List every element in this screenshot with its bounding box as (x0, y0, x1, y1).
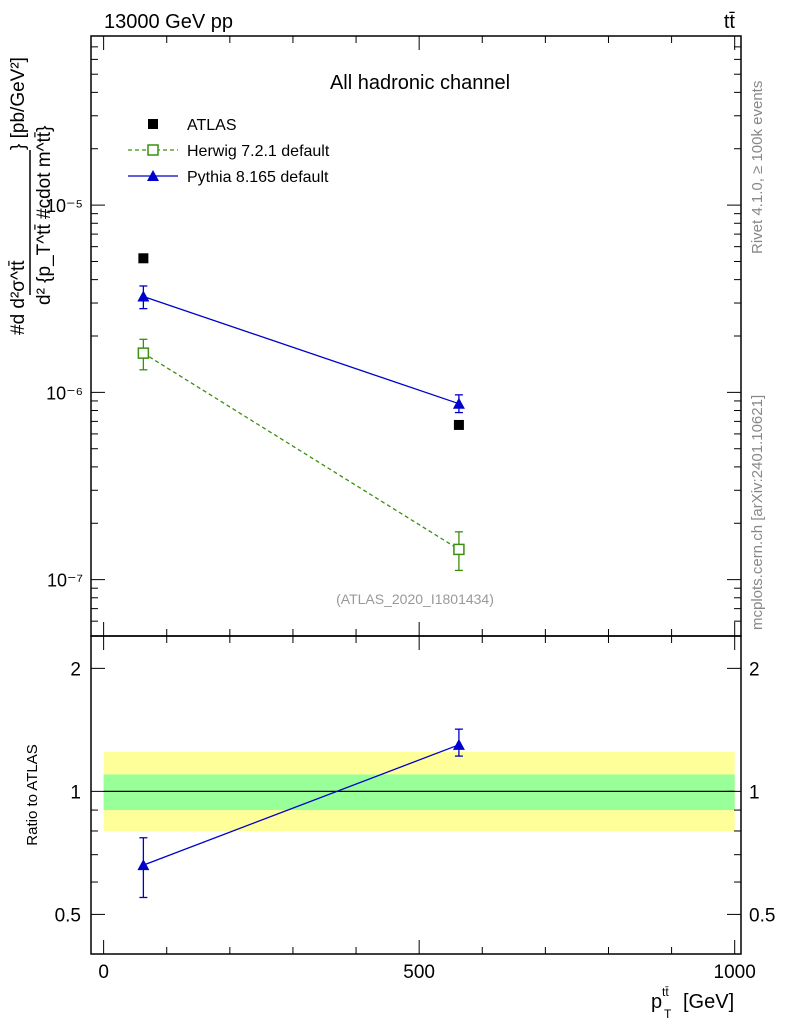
ratio-data-point-pythia (137, 859, 150, 871)
main-data-layer (137, 253, 465, 572)
ratio-plot-frame (90, 635, 742, 955)
y-label-numerator: #d d²σ^tt̄ (8, 260, 29, 335)
legend-pythia-label: Pythia 8.165 default (187, 169, 329, 186)
rivet-label: Rivet 4.1.0, ≥ 100k events (749, 81, 766, 254)
x-tick-label: 0 (98, 962, 109, 983)
y-tick-label: 10⁻⁶ (46, 383, 83, 403)
ratio-y-tick-label-left: 1 (70, 782, 81, 803)
ratio-y-tick-label-right: 0.5 (749, 905, 775, 926)
legend-pythia-marker (147, 170, 159, 181)
legend-herwig-label: Herwig 7.2.1 default (187, 143, 330, 160)
x-tick-label: 500 (403, 962, 435, 983)
data-point-atlas (138, 253, 149, 264)
x-label-sub: T (664, 1007, 672, 1021)
series-line-pythia (143, 295, 460, 405)
data-point-herwig (137, 347, 150, 359)
legend: ATLAS Herwig 7.2.1 default Pythia 8.165 … (128, 117, 330, 186)
green-band (103, 774, 735, 811)
ratio-y-axis-label: Ratio to ATLAS (24, 744, 41, 845)
x-axis-label: p tt̄ T [GeV] (651, 985, 734, 1021)
ratio-bands (103, 751, 735, 831)
ratio-data-point-pythia (452, 738, 465, 750)
y-tick-label: 10⁻⁷ (47, 571, 83, 591)
ratio-data-layer (137, 728, 465, 899)
x-tick-label: 1000 (714, 962, 756, 983)
y-label-denominator: d² {p_T^tt̄ #cdot m^tt̄} (34, 126, 55, 305)
series-line-herwig (143, 352, 460, 550)
x-label-unit: [GeV] (683, 991, 734, 1013)
x-label-sup: tt̄ (662, 985, 669, 999)
plot-title: All hadronic channel (330, 72, 510, 94)
x-label-p: p (651, 991, 662, 1013)
ratio-y-tick-label-right: 1 (749, 782, 760, 803)
process-label: tt̄ (724, 11, 736, 33)
ratio-y-tick-label-left: 0.5 (55, 905, 81, 926)
data-point-pythia (452, 397, 465, 409)
analysis-label: (ATLAS_2020_I1801434) (336, 591, 494, 607)
y-tick-label: 10⁻⁵ (46, 196, 83, 216)
y-label-unit: } [pb/GeV²] (8, 57, 29, 150)
ratio-y-tick-label-left: 2 (70, 659, 81, 680)
legend-atlas-marker (148, 119, 158, 129)
ratio-y-tick-label-right: 2 (749, 659, 760, 680)
ratio-ticks: 0.5 0.5 1 1 2 2 0 500 1000 (55, 636, 775, 983)
data-point-atlas (453, 419, 464, 430)
legend-atlas-label: ATLAS (187, 117, 237, 134)
main-y-axis-label: #d d²σ^tt̄ d² {p_T^tt̄ #cdot m^tt̄} } [p… (8, 57, 55, 335)
energy-label: 13000 GeV pp (104, 11, 233, 33)
main-y-ticks: 10⁻⁷ 10⁻⁶ 10⁻⁵ (46, 35, 741, 637)
data-point-pythia (137, 290, 150, 302)
legend-herwig-marker (147, 144, 159, 156)
source-label: mcplots.cern.ch [arXiv:2401.10621] (749, 395, 766, 630)
ratio-series-line (143, 744, 460, 866)
data-point-herwig (453, 543, 465, 556)
